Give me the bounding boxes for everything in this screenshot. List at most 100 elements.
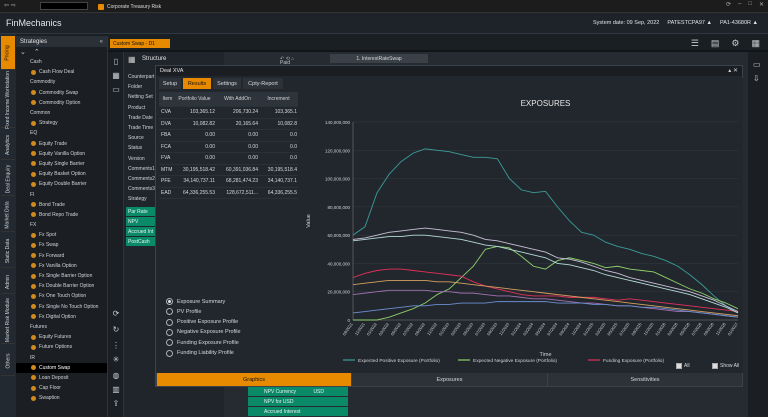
session-menu[interactable]: PA1-43680R ▲	[719, 20, 758, 26]
gear-icon[interactable]: ⚙	[731, 38, 740, 48]
expand-all-icon[interactable]: ⌄	[20, 49, 26, 56]
table-row[interactable]: CVA 103,365.12 206,730.24 103,365.1	[159, 107, 299, 119]
radio-button[interactable]	[166, 339, 173, 347]
user-menu[interactable]: PATESTCPA97 ▲	[667, 20, 712, 26]
tree-group[interactable]: Futures	[16, 322, 107, 332]
vtab-deal-enquiry[interactable]: Deal Enquiry	[1, 162, 15, 196]
vtab-market-risk-module[interactable]: Market Risk Module	[1, 296, 15, 344]
undo-icon[interactable]: ↶ ⟲ ⌂	[280, 56, 295, 62]
radio-button[interactable]	[166, 308, 173, 316]
table-row[interactable]: EAD 64,336,255.53 128,672,511... 64,336,255…	[159, 188, 299, 199]
tree-item[interactable]: Cash Flow Deal	[16, 67, 107, 77]
tree-group[interactable]: EQ	[16, 128, 107, 138]
briefcase-icon[interactable]: ▭	[112, 85, 120, 94]
tree-item[interactable]: Cap Floor	[16, 383, 107, 393]
radio-exposure-summary[interactable]: Exposure Summary	[166, 298, 225, 305]
tab-results[interactable]: Results	[183, 78, 211, 89]
tree-item[interactable]: Fx Single Barrier Option	[16, 271, 107, 281]
tree-item[interactable]: Swaption	[16, 393, 107, 403]
check-all-box[interactable]	[676, 363, 682, 369]
hierarchy-icon[interactable]: ⋮	[112, 341, 120, 350]
tab-cpty-report[interactable]: Cpty-Report	[243, 78, 283, 89]
nav-arrows-icon[interactable]: ⇦ ⇨	[4, 3, 16, 9]
tree-item[interactable]: Equity Vanilla Option	[16, 149, 107, 159]
tree-item[interactable]: Fx Swap	[16, 240, 107, 250]
tree-item[interactable]: Strategy	[16, 118, 107, 128]
tree-item[interactable]: Fx Digital Option	[16, 312, 107, 322]
vtab-market-data[interactable]: Market Data	[1, 198, 15, 232]
close-icon[interactable]: ✕	[758, 2, 764, 8]
download-icon[interactable]: ⇩	[753, 74, 760, 83]
radio-button[interactable]	[166, 318, 173, 326]
close-icon[interactable]: ✕	[732, 68, 738, 74]
show-all-box[interactable]	[712, 363, 718, 369]
tree-item[interactable]: Equity Futures	[16, 332, 107, 342]
tab-exposures[interactable]: Exposures	[351, 373, 547, 386]
tree-group[interactable]: IR	[16, 352, 107, 362]
layout-icon[interactable]: ▦	[112, 71, 120, 80]
panel-icon[interactable]: ▭	[753, 60, 761, 69]
table-row[interactable]: PFE 34,140,737.11 68,281,474.23 34,140,737.…	[159, 176, 299, 188]
tree-group[interactable]: FX	[16, 220, 107, 230]
tree-group[interactable]: Commodity	[16, 77, 107, 87]
table-row[interactable]: FVA 0.00 0.00 0.0	[159, 153, 299, 165]
show-all[interactable]: Show All	[712, 363, 739, 369]
collapse-panel-icon[interactable]: «	[99, 38, 103, 45]
vtab-admin[interactable]: Admin	[1, 270, 15, 294]
globe-icon[interactable]: ◍	[112, 371, 120, 380]
vtab-analytics[interactable]: Analytics	[1, 130, 15, 160]
vtab-pricing[interactable]: Pricing	[1, 36, 15, 70]
radio-negative-exposure-profile[interactable]: Negative Exposure Profile	[166, 328, 241, 336]
radio-funding-liability-profile[interactable]: Funding Liability Profile	[166, 349, 234, 357]
tab-interest-rate-swap[interactable]: 1. InterestRateSwap	[330, 54, 428, 63]
tree-item[interactable]: Commodity Option	[16, 98, 107, 108]
tree-item[interactable]: Bond Repo Trade	[16, 210, 107, 220]
radio-button[interactable]	[166, 328, 173, 336]
tree-item[interactable]: Fx Single No Touch Option	[16, 302, 107, 312]
tree-item[interactable]: Bond Trade	[16, 200, 107, 210]
maximize-icon[interactable]: ▴	[728, 68, 732, 74]
tree-item[interactable]: Equity Single Barrier	[16, 159, 107, 169]
tree-item[interactable]: Equity Basket Option	[16, 169, 107, 179]
browser-tab[interactable]: Corporate Treasury Risk	[92, 2, 167, 11]
radio-button[interactable]	[166, 298, 173, 305]
tab-setup[interactable]: Setup	[159, 78, 181, 89]
check-all[interactable]: All	[676, 363, 690, 369]
radio-positive-exposure-profile[interactable]: Positive Exposure Profile	[166, 318, 238, 326]
address-bar[interactable]	[40, 2, 88, 10]
tree-item[interactable]: Equity Double Barrier	[16, 179, 107, 189]
vtab-others[interactable]: Others	[1, 346, 15, 376]
tab-sensitivities[interactable]: Sensitivities	[547, 373, 742, 386]
tab-settings[interactable]: Settings	[213, 78, 241, 89]
tree-item[interactable]: Fx Vanilla Option	[16, 261, 107, 271]
document-icon[interactable]: ▯	[113, 57, 119, 66]
table-row[interactable]: MTM 30,195,518.42 60,391,036.84 30,195,518.…	[159, 165, 299, 176]
tree-group[interactable]: Common	[16, 108, 107, 118]
network-icon[interactable]: ✳	[112, 355, 120, 364]
tree-item[interactable]: Commodity Swap	[16, 88, 107, 98]
minimize-icon[interactable]: –	[738, 1, 742, 7]
chart-icon[interactable]: ▥	[112, 385, 120, 394]
tree-item[interactable]: Custom Swap	[16, 362, 107, 373]
tree-item[interactable]: Fx Spot	[16, 230, 107, 240]
tree-item[interactable]: Equity Trade	[16, 139, 107, 149]
tree-group[interactable]: Cash	[16, 57, 107, 67]
collapse-all-icon[interactable]: ⌃	[33, 49, 40, 56]
radio-funding-exposure-profile[interactable]: Funding Exposure Profile	[166, 339, 239, 347]
vtab-static-data[interactable]: Static Data	[1, 234, 15, 268]
tab-graphics[interactable]: Graphics	[156, 373, 351, 386]
tree-item[interactable]: Fx Double Barrier Option	[16, 281, 107, 291]
tree-item[interactable]: Fx One Touch Option	[16, 291, 107, 301]
radio-pv-profile[interactable]: PV Profile	[166, 308, 201, 316]
grid-icon[interactable]: ▦	[751, 38, 760, 48]
document-icon[interactable]: ▤	[710, 38, 720, 48]
refresh-icon[interactable]: ⟳	[112, 309, 120, 318]
table-row[interactable]: DVA 10,082.82 20,165.64 10,082.8	[159, 119, 299, 130]
upload-icon[interactable]: ⇪	[112, 399, 120, 408]
tree-item[interactable]: Fx Forward	[16, 251, 107, 261]
tree-group[interactable]: FI	[16, 189, 107, 199]
vtab-fixed-income-workstation[interactable]: Fixed Income Workstation	[1, 71, 15, 128]
document-tab-custom-swap[interactable]: Custom Swap - D1	[110, 39, 170, 48]
table-row[interactable]: FBA 0.00 0.00 0.0	[159, 130, 299, 142]
sync-icon[interactable]: ↻	[112, 325, 120, 334]
